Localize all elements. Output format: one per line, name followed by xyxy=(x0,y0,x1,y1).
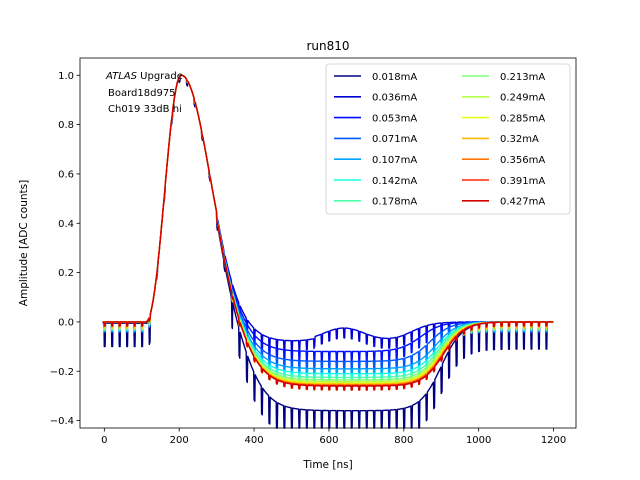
legend-item: 0.053mA xyxy=(334,113,417,124)
legend-item: 0.142mA xyxy=(334,176,417,187)
y-tick-label: 0.8 xyxy=(58,120,74,131)
y-tick-label: 0.0 xyxy=(58,317,74,328)
x-tick-label: 600 xyxy=(319,435,338,446)
x-ticks: 0 200 400 600 800 1000 1200 xyxy=(101,428,566,446)
x-axis-label: Time [ns] xyxy=(302,459,352,471)
legend-item: 0.427mA xyxy=(462,197,545,208)
legend-label: 0.213mA xyxy=(500,72,545,83)
x-tick-label: 800 xyxy=(394,435,413,446)
legend-label: 0.036mA xyxy=(372,93,417,104)
y-tick-label: 0.2 xyxy=(58,268,74,279)
legend-item: 0.213mA xyxy=(462,72,545,83)
legend-label: 0.285mA xyxy=(500,113,545,124)
legend-item: 0.356mA xyxy=(462,155,545,166)
x-tick-label: 0 xyxy=(101,435,107,446)
y-ticks: −0.4 −0.2 0.0 0.2 0.4 0.6 0.8 1.0 xyxy=(50,71,80,427)
legend-item: 0.178mA xyxy=(334,197,417,208)
series-line-0.427mA xyxy=(102,74,554,391)
legend-label: 0.178mA xyxy=(372,197,417,208)
legend-label: 0.32mA xyxy=(500,134,539,145)
atlas-label: ATLAS xyxy=(105,71,138,82)
legend-label: 0.107mA xyxy=(372,155,417,166)
y-tick-label: −0.4 xyxy=(50,416,74,427)
legend-item: 0.036mA xyxy=(334,93,417,104)
legend-label: 0.071mA xyxy=(372,134,417,145)
x-tick-label: 200 xyxy=(170,435,189,446)
legend-label: 0.142mA xyxy=(372,176,417,187)
y-tick-label: 1.0 xyxy=(58,71,74,82)
legend-item: 0.071mA xyxy=(334,134,417,145)
legend-label: 0.427mA xyxy=(500,197,545,208)
atlas-upgrade-label: Upgrade xyxy=(137,71,183,82)
x-tick-label: 400 xyxy=(245,435,264,446)
x-tick-label: 1200 xyxy=(541,435,566,446)
x-tick-label: 1000 xyxy=(466,435,491,446)
legend-label: 0.249mA xyxy=(500,93,545,104)
board-label: Board18d975 xyxy=(108,88,176,99)
legend-item: 0.107mA xyxy=(334,155,417,166)
legend-frame xyxy=(325,63,571,215)
axes-frame xyxy=(79,57,577,429)
svg-text:ATLAS Upgrade: ATLAS Upgrade xyxy=(105,71,183,82)
legend-item: 0.391mA xyxy=(462,176,545,187)
chart-title: run810 xyxy=(306,39,349,53)
legend-item: 0.249mA xyxy=(462,93,545,104)
legend: 0.018mA 0.036mA 0.053mA 0.071mA 0.107mA 0.142… xyxy=(325,63,571,215)
legend-item: 0.32mA xyxy=(462,134,539,145)
y-tick-label: −0.2 xyxy=(50,367,74,378)
atlas-annotation: ATLAS Upgrade Board18d975 Ch019 33dB hi xyxy=(105,71,183,115)
legend-label: 0.391mA xyxy=(500,176,545,187)
series-layer xyxy=(102,74,554,429)
legend-label: 0.356mA xyxy=(500,155,545,166)
channel-label: Ch019 33dB hi xyxy=(108,104,182,115)
legend-label: 0.053mA xyxy=(372,113,417,124)
legend-item: 0.285mA xyxy=(462,113,545,124)
legend-label: 0.018mA xyxy=(372,72,417,83)
y-tick-label: 0.6 xyxy=(58,169,74,180)
legend-item: 0.018mA xyxy=(334,72,417,83)
y-tick-label: 0.4 xyxy=(58,219,74,230)
y-axis-label: Amplitude [ADC counts] xyxy=(18,180,30,306)
